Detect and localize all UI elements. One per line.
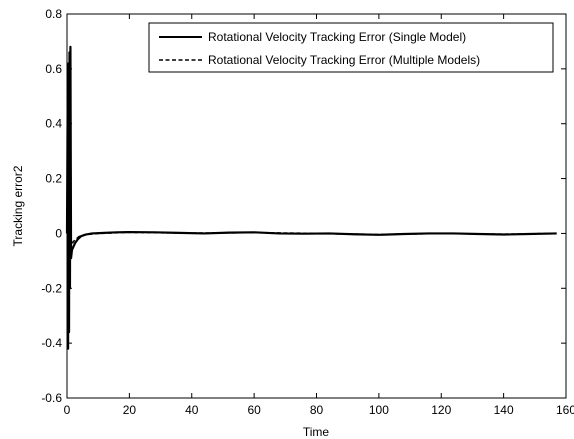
- x-tick-label: 160: [556, 403, 574, 417]
- x-tick-label: 100: [369, 403, 389, 417]
- x-tick-label: 0: [64, 403, 71, 417]
- x-tick-label: 20: [123, 403, 137, 417]
- y-tick-label: 0.6: [45, 62, 62, 76]
- y-tick-label: -0.6: [41, 391, 62, 405]
- y-tick-label: -0.4: [41, 336, 62, 350]
- y-axis-title: Tracking error2: [11, 165, 25, 246]
- legend-entry-single-model: Rotational Velocity Tracking Error (Sing…: [208, 30, 466, 44]
- x-axis-title: Time: [303, 425, 330, 439]
- y-tick-label: -0.2: [41, 281, 62, 295]
- y-tick-labels: -0.6 -0.4 -0.2 0 0.2 0.4 0.6 0.8: [41, 7, 62, 405]
- legend: Rotational Velocity Tracking Error (Sing…: [149, 23, 553, 72]
- y-tick-label: 0.8: [45, 7, 62, 21]
- y-tick-label: 0.4: [45, 117, 62, 131]
- y-tick-label: 0.2: [45, 172, 62, 186]
- x-tick-label: 80: [310, 403, 324, 417]
- y-tick-label: 0: [55, 226, 62, 240]
- x-tick-label: 60: [247, 403, 261, 417]
- x-tick-labels: 0 20 40 60 80 100 120 140 160: [64, 403, 574, 417]
- x-tick-label: 140: [494, 403, 514, 417]
- legend-entry-multiple-models: Rotational Velocity Tracking Error (Mult…: [208, 53, 480, 67]
- x-tick-label: 120: [431, 403, 451, 417]
- x-tick-label: 40: [185, 403, 199, 417]
